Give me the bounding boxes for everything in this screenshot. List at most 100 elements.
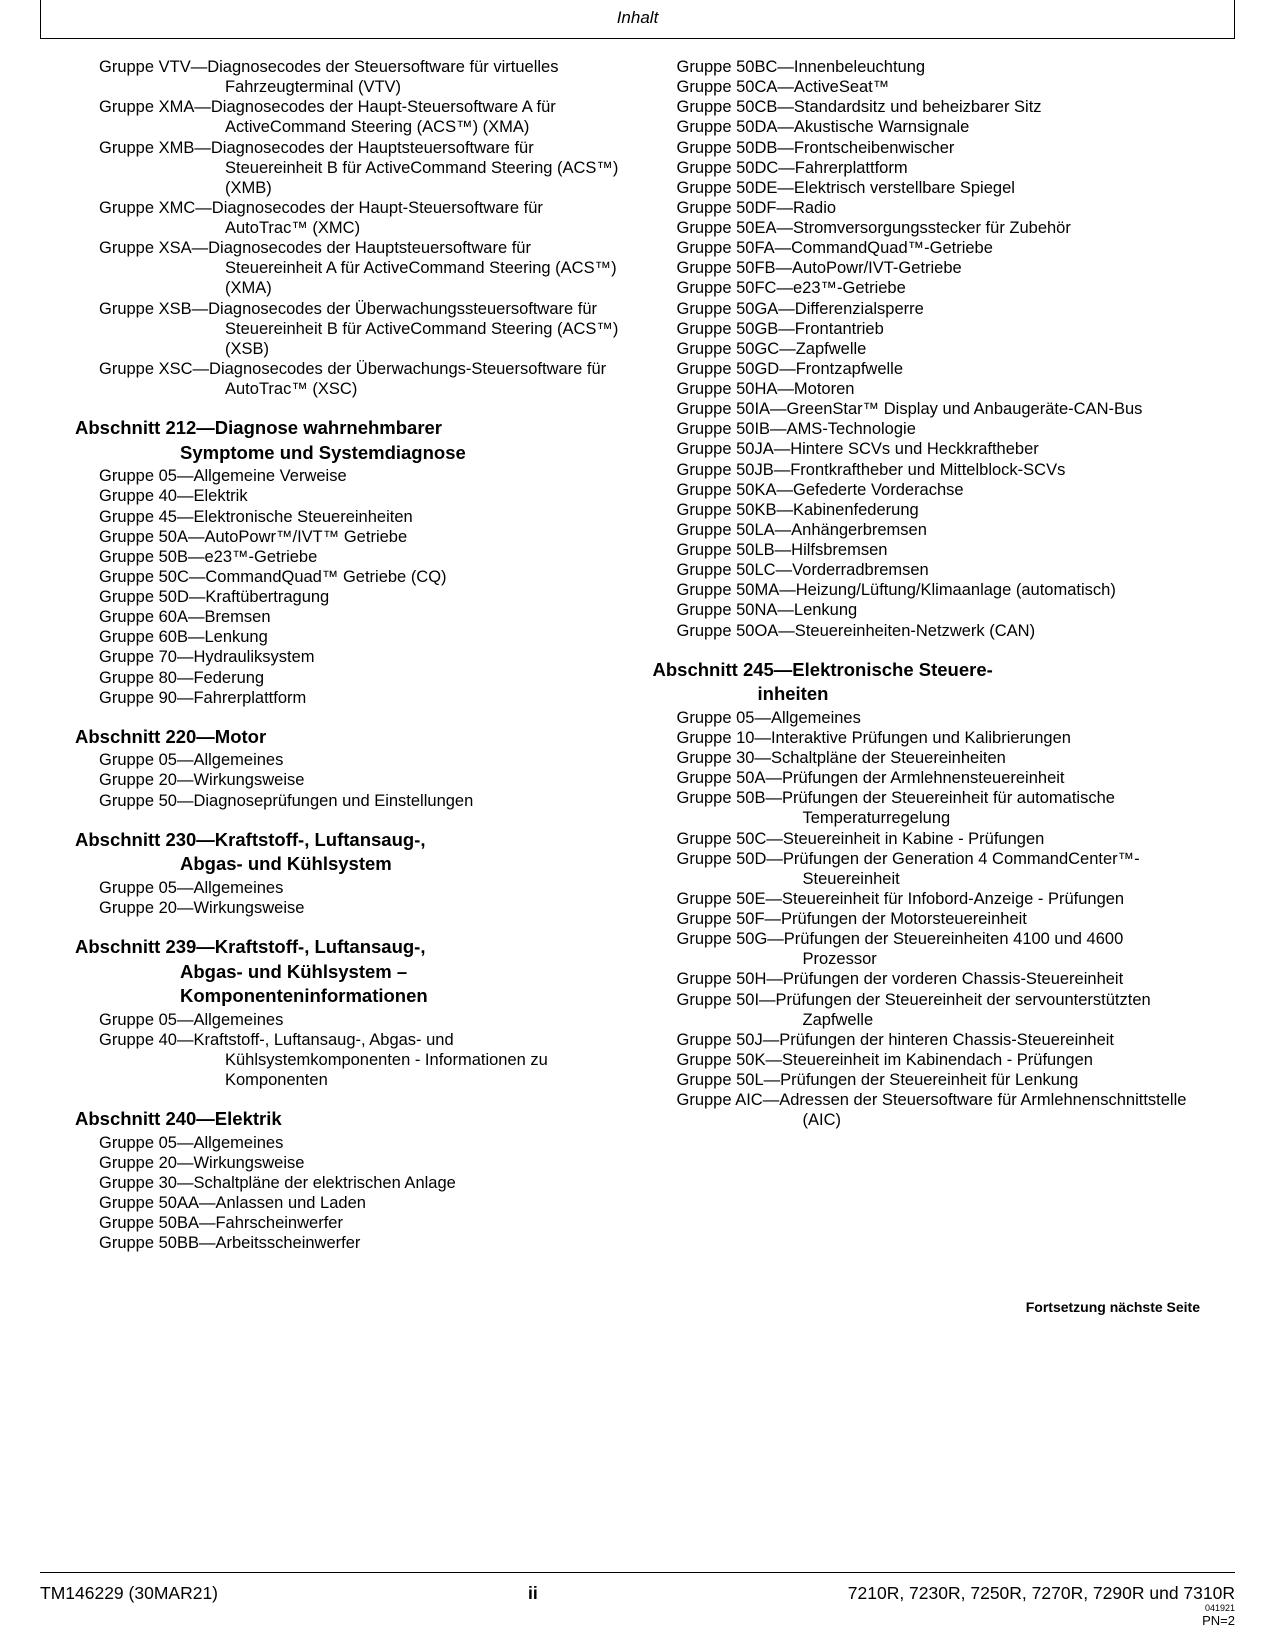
toc-group-entry: Gruppe XSB—Diagnosecodes der Überwachung…: [75, 299, 623, 359]
toc-group-entry: Gruppe XMA—Diagnosecodes der Haupt-Steue…: [75, 97, 623, 137]
section-245-title-cont: inheiten: [653, 683, 1201, 706]
page-footer: TM146229 (30MAR21) ii 7210R, 7230R, 7250…: [40, 1572, 1235, 1628]
toc-group-entry: Gruppe 50IB—AMS-Technologie: [653, 419, 1201, 439]
toc-group-entry: Gruppe XMB—Diagnosecodes der Hauptsteuer…: [75, 138, 623, 198]
section-212-title: Abschnitt 212—Diagnose wahrnehmbarer: [75, 417, 623, 440]
toc-group-entry: Gruppe 50DF—Radio: [653, 198, 1201, 218]
toc-group-entry: Gruppe 50GC—Zapfwelle: [653, 339, 1201, 359]
toc-group-entry: Gruppe 50DC—Fahrerplattform: [653, 158, 1201, 178]
toc-group-entry: Gruppe 50NA—Lenkung: [653, 600, 1201, 620]
toc-group-entry: Gruppe 50H—Prüfungen der vorderen Chassi…: [653, 969, 1201, 989]
toc-group-entry: Gruppe XMC—Diagnosecodes der Haupt-Steue…: [75, 198, 623, 238]
toc-group-entry: Gruppe 05—Allgemeines: [75, 878, 623, 898]
toc-group-entry: Gruppe 50FC—e23™-Getriebe: [653, 278, 1201, 298]
toc-group-entry: Gruppe 50OA—Steuereinheiten-Netzwerk (CA…: [653, 621, 1201, 641]
section-212-title-cont: Symptome und Systemdiagnose: [75, 442, 623, 465]
toc-group-entry: Gruppe XSA—Diagnosecodes der Hauptsteuer…: [75, 238, 623, 298]
toc-group-entry: Gruppe 50DB—Frontscheibenwischer: [653, 138, 1201, 158]
toc-group-entry: Gruppe 50KB—Kabinenfederung: [653, 500, 1201, 520]
section-239-title-cont1: Abgas- und Kühlsystem –: [75, 961, 623, 984]
toc-group-entry: Gruppe 50BB—Arbeitsscheinwerfer: [75, 1233, 623, 1253]
toc-group-entry: Gruppe 50DA—Akustische Warnsignale: [653, 117, 1201, 137]
toc-group-entry: Gruppe 80—Federung: [75, 668, 623, 688]
footer-right: 7210R, 7230R, 7250R, 7270R, 7290R und 73…: [848, 1583, 1235, 1628]
toc-group-entry: Gruppe 50C—Steuereinheit in Kabine - Prü…: [653, 829, 1201, 849]
section-239-title-cont2: Komponenteninformationen: [75, 985, 623, 1008]
toc-group-entry: Gruppe 50JB—Frontkraftheber und Mittelbl…: [653, 460, 1201, 480]
toc-group-entry: Gruppe 90—Fahrerplattform: [75, 688, 623, 708]
footer-models: 7210R, 7230R, 7250R, 7270R, 7290R und 73…: [848, 1583, 1235, 1604]
toc-group-entry: Gruppe 50K—Steuereinheit im Kabinendach …: [653, 1050, 1201, 1070]
toc-group-entry: Gruppe 70—Hydrauliksystem: [75, 647, 623, 667]
section-245-groups: Gruppe 05—AllgemeinesGruppe 10—Interakti…: [653, 708, 1201, 1131]
toc-group-entry: Gruppe 40—Elektrik: [75, 486, 623, 506]
section-239-groups: Gruppe 05—AllgemeinesGruppe 40—Kraftstof…: [75, 1010, 623, 1091]
toc-group-entry: Gruppe 60B—Lenkung: [75, 627, 623, 647]
toc-group-entry: Gruppe 50F—Prüfungen der Motorsteuereinh…: [653, 909, 1201, 929]
section-230-groups: Gruppe 05—AllgemeinesGruppe 20—Wirkungsw…: [75, 878, 623, 918]
toc-group-entry: Gruppe 60A—Bremsen: [75, 607, 623, 627]
toc-group-entry: Gruppe 50HA—Motoren: [653, 379, 1201, 399]
section-230-title: Abschnitt 230—Kraftstoff-, Luftansaug-,: [75, 829, 623, 852]
section-212-groups: Gruppe 05—Allgemeine VerweiseGruppe 40—E…: [75, 466, 623, 708]
toc-group-entry: Gruppe 50A—AutoPowr™/IVT™ Getriebe: [75, 527, 623, 547]
toc-group-entry: Gruppe 40—Kraftstoff-, Luftansaug-, Abga…: [75, 1030, 623, 1090]
section-220-groups: Gruppe 05—AllgemeinesGruppe 20—Wirkungsw…: [75, 750, 623, 810]
toc-group-entry: Gruppe 20—Wirkungsweise: [75, 898, 623, 918]
toc-group-entry: Gruppe 50B—Prüfungen der Steuereinheit f…: [653, 788, 1201, 828]
toc-group-entry: Gruppe 50IA—GreenStar™ Display und Anbau…: [653, 399, 1201, 419]
section-230-title-cont: Abgas- und Kühlsystem: [75, 853, 623, 876]
toc-group-entry: Gruppe 50D—Prüfungen der Generation 4 Co…: [653, 849, 1201, 889]
toc-group-entry: Gruppe 50FA—CommandQuad™-Getriebe: [653, 238, 1201, 258]
toc-group-entry: Gruppe 45—Elektronische Steuereinheiten: [75, 507, 623, 527]
page-header: Inhalt: [40, 0, 1235, 39]
toc-group-entry: Gruppe 50BC—Innenbeleuchtung: [653, 57, 1201, 77]
toc-group-entry: Gruppe VTV—Diagnosecodes der Steuersoftw…: [75, 57, 623, 97]
section-220-title: Abschnitt 220—Motor: [75, 726, 623, 749]
section-245-title: Abschnitt 245—Elektronische Steuere-: [653, 659, 1201, 682]
section-240-title: Abschnitt 240—Elektrik: [75, 1108, 623, 1131]
footer-pn: PN=2: [848, 1613, 1235, 1628]
toc-group-entry: Gruppe 50D—Kraftübertragung: [75, 587, 623, 607]
toc-group-entry: Gruppe 30—Schaltpläne der Steuereinheite…: [653, 748, 1201, 768]
section-240-groups-cont: Gruppe 50BC—InnenbeleuchtungGruppe 50CA—…: [653, 57, 1201, 641]
toc-group-entry: Gruppe 50L—Prüfungen der Steuereinheit f…: [653, 1070, 1201, 1090]
toc-group-entry: Gruppe 50GB—Frontantrieb: [653, 319, 1201, 339]
footer-left: TM146229 (30MAR21): [40, 1583, 218, 1604]
toc-group-entry: Gruppe 50AA—Anlassen und Laden: [75, 1193, 623, 1213]
toc-group-entry: Gruppe 50—Diagnoseprüfungen und Einstell…: [75, 791, 623, 811]
toc-group-entry: Gruppe 50LA—Anhängerbremsen: [653, 520, 1201, 540]
toc-group-entry: Gruppe 50G—Prüfungen der Steuereinheiten…: [653, 929, 1201, 969]
toc-group-entry: Gruppe 50GD—Frontzapfwelle: [653, 359, 1201, 379]
toc-group-entry: Gruppe 50DE—Elektrisch verstellbare Spie…: [653, 178, 1201, 198]
toc-group-entry: Gruppe 05—Allgemeines: [75, 750, 623, 770]
footer-page-number: ii: [528, 1583, 538, 1604]
left-column: Gruppe VTV—Diagnosecodes der Steuersoftw…: [75, 57, 623, 1254]
toc-group-entry: Gruppe 50GA—Differenzialsperre: [653, 299, 1201, 319]
section-239-title: Abschnitt 239—Kraftstoff-, Luftansaug-,: [75, 936, 623, 959]
toc-group-entry: Gruppe 05—Allgemeine Verweise: [75, 466, 623, 486]
toc-group-entry: Gruppe XSC—Diagnosecodes der Überwachung…: [75, 359, 623, 399]
toc-group-entry: Gruppe 05—Allgemeines: [75, 1133, 623, 1153]
toc-group-entry: Gruppe 50J—Prüfungen der hinteren Chassi…: [653, 1030, 1201, 1050]
toc-group-entry: Gruppe 50E—Steuereinheit für Infobord-An…: [653, 889, 1201, 909]
content-columns: Gruppe VTV—Diagnosecodes der Steuersoftw…: [40, 57, 1235, 1254]
header-title: Inhalt: [617, 8, 659, 27]
continuation-notice: Fortsetzung nächste Seite: [40, 1299, 1235, 1315]
section-240-groups: Gruppe 05—AllgemeinesGruppe 20—Wirkungsw…: [75, 1133, 623, 1254]
toc-group-entry: Gruppe 50JA—Hintere SCVs und Heckkrafthe…: [653, 439, 1201, 459]
toc-group-entry: Gruppe 50CA—ActiveSeat™: [653, 77, 1201, 97]
toc-group-entry: Gruppe 50KA—Gefederte Vorderachse: [653, 480, 1201, 500]
toc-group-entry: Gruppe 05—Allgemeines: [75, 1010, 623, 1030]
toc-group-entry: Gruppe 05—Allgemeines: [653, 708, 1201, 728]
toc-group-entry: Gruppe AIC—Adressen der Steuersoftware f…: [653, 1090, 1201, 1130]
toc-group-entry: Gruppe 50A—Prüfungen der Armlehnensteuer…: [653, 768, 1201, 788]
toc-group-entry: Gruppe 50FB—AutoPowr/IVT-Getriebe: [653, 258, 1201, 278]
toc-group-entry: Gruppe 50C—CommandQuad™ Getriebe (CQ): [75, 567, 623, 587]
toc-group-entry: Gruppe 50EA—Stromversorgungsstecker für …: [653, 218, 1201, 238]
toc-group-entry: Gruppe 50I—Prüfungen der Steuereinheit d…: [653, 990, 1201, 1030]
right-column: Gruppe 50BC—InnenbeleuchtungGruppe 50CA—…: [653, 57, 1201, 1254]
toc-group-entry: Gruppe 50LC—Vorderradbremsen: [653, 560, 1201, 580]
toc-group-entry: Gruppe 50B—e23™-Getriebe: [75, 547, 623, 567]
toc-group-entry: Gruppe 20—Wirkungsweise: [75, 770, 623, 790]
